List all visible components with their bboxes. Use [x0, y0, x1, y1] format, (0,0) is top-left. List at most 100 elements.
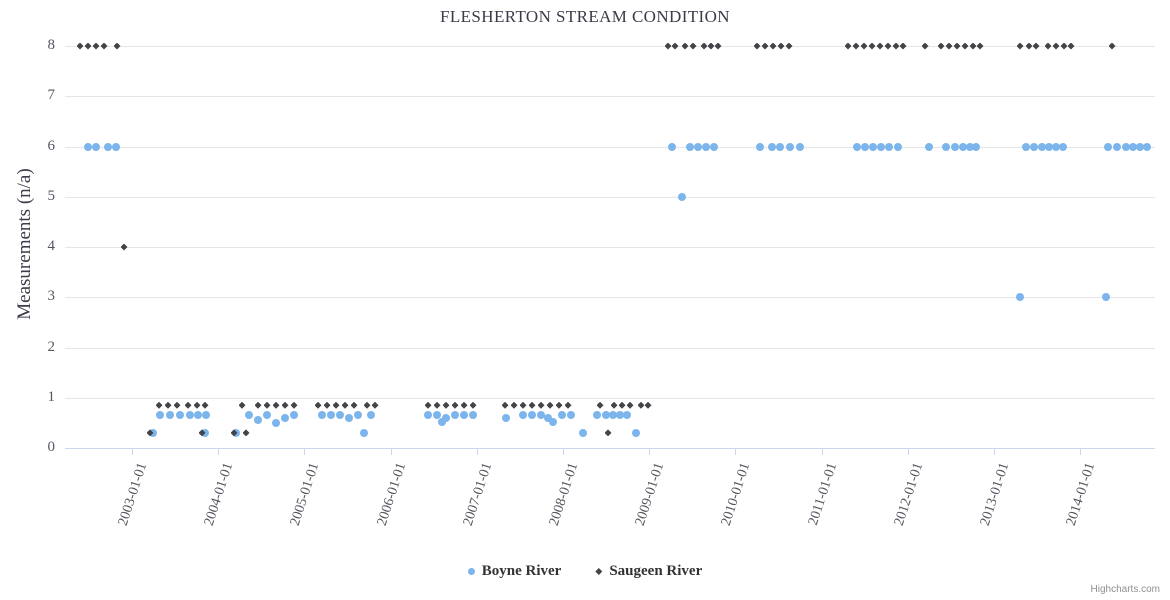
data-point [537, 411, 545, 420]
x-axis-tick-label: 2007-01-01 [460, 461, 496, 528]
data-point [596, 401, 604, 409]
data-point [238, 401, 246, 409]
grid-line [65, 247, 1155, 248]
data-point [149, 428, 157, 437]
x-axis-tick-label: 2009-01-01 [633, 461, 668, 528]
data-point [558, 411, 566, 420]
plot-area [65, 42, 1155, 449]
data-point [519, 401, 527, 409]
data-point [254, 416, 262, 425]
data-point [442, 413, 450, 422]
chart-legend: Boyne River Saugeen River [0, 563, 1170, 580]
data-point [350, 401, 358, 409]
data-point [451, 401, 459, 409]
data-point [232, 428, 240, 437]
data-point [371, 401, 379, 409]
data-point [460, 401, 468, 409]
data-point [519, 411, 527, 420]
data-point [263, 401, 271, 409]
data-point [510, 401, 518, 409]
data-point [501, 401, 509, 409]
grid-line [65, 397, 1155, 399]
data-point [567, 411, 575, 420]
data-point [156, 411, 164, 420]
highcharts-credit: Highcharts.com [1090, 584, 1160, 595]
x-axis-tick-label: 2013-01-01 [977, 461, 1013, 528]
x-axis-tick-label: 2010-01-01 [719, 461, 754, 528]
diamond-marker-icon [595, 568, 603, 575]
data-point [546, 401, 554, 409]
data-point [272, 418, 280, 427]
data-point [433, 401, 441, 409]
data-point [345, 413, 353, 422]
y-axis-tick-label: 5 [47, 187, 56, 204]
x-axis-tick-label: 2014-01-01 [1064, 461, 1099, 528]
data-point [186, 411, 194, 420]
x-axis-tick [476, 449, 478, 455]
legend-item-label: Boyne River [481, 563, 562, 579]
data-point [442, 401, 450, 409]
data-point [537, 401, 545, 409]
data-point [451, 411, 459, 420]
y-axis-tick-label: 0 [47, 439, 56, 455]
data-point [564, 401, 572, 409]
data-point [610, 401, 618, 409]
data-point [164, 401, 172, 409]
data-point [363, 401, 371, 409]
data-point [433, 411, 441, 420]
grid-line [65, 146, 1155, 148]
x-axis-tick-label: 2005-01-01 [288, 461, 323, 528]
y-axis-tick-label: 3 [47, 288, 56, 305]
data-point [528, 401, 536, 409]
legend-item-label: Saugeen River [609, 563, 703, 579]
data-point [632, 428, 640, 437]
grid-line [65, 46, 1155, 47]
data-point [360, 428, 368, 437]
y-axis-tick-label: 4 [47, 238, 56, 254]
data-point [460, 411, 468, 420]
y-axis-tick-labels: 0 1 2 3 4 5 6 7 8 [0, 37, 56, 455]
data-point [623, 411, 631, 420]
data-point [424, 401, 432, 409]
data-point [290, 411, 298, 420]
data-point [318, 411, 326, 420]
x-axis-tick [132, 449, 133, 455]
grid-line [65, 297, 1155, 299]
data-point [245, 411, 253, 420]
y-axis-tick-label: 2 [47, 338, 56, 355]
data-point [272, 401, 280, 409]
data-point [146, 429, 154, 437]
x-axis-tick [994, 449, 995, 455]
data-point [555, 401, 563, 409]
data-point [626, 401, 634, 409]
data-point [155, 401, 163, 409]
x-axis-tick-label: 2012-01-01 [891, 461, 927, 528]
legend-item-saugeen-river[interactable]: Saugeen River [595, 563, 702, 580]
x-axis-tick [390, 449, 392, 455]
data-point [201, 401, 209, 409]
x-axis-tick [304, 449, 306, 455]
data-point [354, 411, 362, 420]
circle-marker-icon [467, 568, 475, 575]
legend-item-boyne-river[interactable]: Boyne River [467, 563, 562, 580]
x-axis-tick [563, 449, 564, 455]
x-axis-tick [907, 449, 909, 455]
x-axis-tick [1080, 449, 1082, 455]
data-point [290, 401, 298, 409]
y-axis-tick-label: 8 [47, 37, 56, 53]
data-point [502, 413, 510, 422]
x-axis-tick [821, 449, 823, 455]
grid-line [65, 196, 1155, 198]
data-point [341, 401, 349, 409]
grid-line [65, 347, 1155, 349]
data-point [263, 411, 271, 420]
x-axis-tick-label: 2011-01-01 [805, 461, 840, 528]
data-point [202, 411, 210, 420]
data-point [336, 411, 344, 420]
data-point [528, 411, 536, 420]
data-point [602, 411, 610, 420]
data-point [367, 411, 375, 420]
y-axis-tick-label: 7 [47, 87, 56, 104]
data-point [242, 429, 250, 437]
